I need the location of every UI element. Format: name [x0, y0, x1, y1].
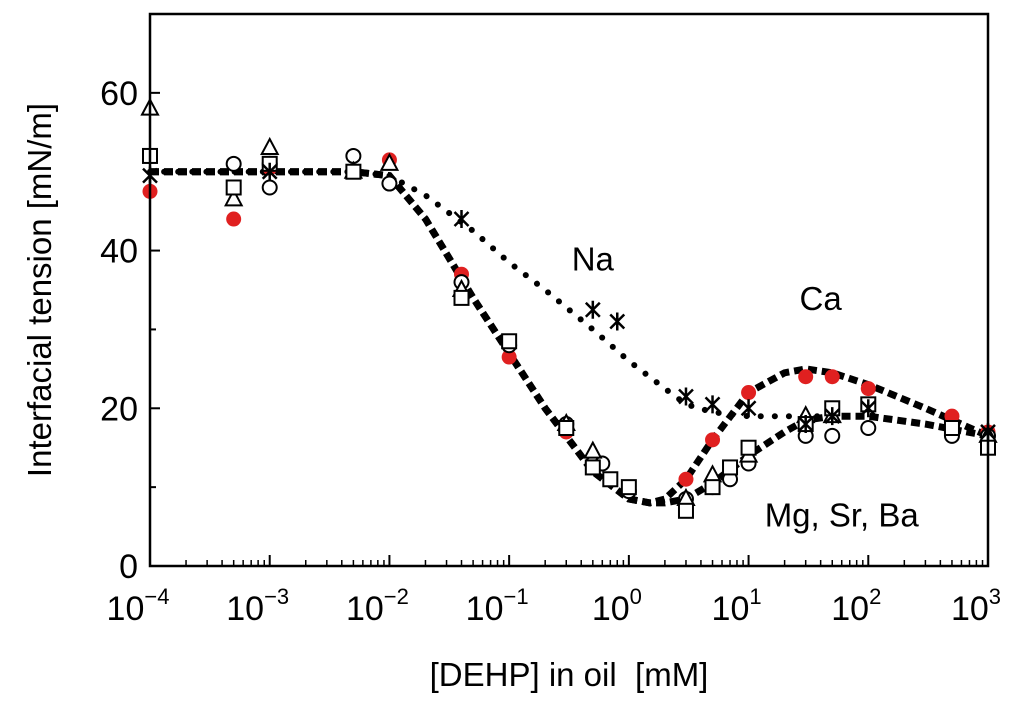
y-tick-label: 40	[100, 233, 138, 271]
annotation-ca: Ca	[800, 280, 843, 317]
open-square-point	[704, 479, 721, 496]
cross-point	[824, 407, 841, 426]
cross-point	[584, 300, 601, 319]
open-triangle-point	[702, 464, 723, 483]
filled-circle-point	[501, 349, 517, 365]
annotation-na: Na	[572, 240, 615, 277]
filled-circle-point	[798, 369, 814, 385]
open-square-point	[620, 479, 637, 496]
open-square-point	[501, 333, 518, 350]
plot-frame	[148, 12, 990, 568]
cross-point	[678, 387, 694, 406]
axis-ticks	[149, 91, 989, 567]
filled-circle-point	[226, 211, 242, 227]
open-circle-point	[824, 427, 841, 444]
trend-curve-mg-sr-ba	[150, 168, 989, 507]
cross-point	[609, 312, 626, 331]
open-square-point	[740, 439, 757, 456]
filled-circle-point	[705, 432, 721, 448]
open-square-point	[677, 502, 694, 519]
cross-point	[740, 399, 757, 418]
y-tick-label: 20	[100, 390, 138, 428]
cross-point	[797, 415, 814, 434]
filled-circle-point	[824, 369, 840, 385]
open-circle-point	[860, 420, 877, 436]
y-axis-title: Interfacial tension [mN/m]	[21, 103, 58, 477]
y-tick-label: 0	[119, 548, 138, 586]
open-circle-point	[225, 155, 242, 172]
open-square-point	[722, 459, 739, 476]
x-tick-label: 10−2	[346, 584, 409, 628]
tick-labels: 0 20 40 60 10−4 10−3 10−2 10−1 100 101 102 103	[100, 75, 1001, 628]
open-square-point	[943, 420, 960, 436]
open-circle-point	[261, 179, 278, 196]
cross-point	[453, 210, 470, 229]
x-tick-label: 100	[592, 584, 642, 628]
x-tick-label: 101	[712, 584, 762, 628]
open-triangle-point	[583, 440, 603, 459]
open-square-point	[453, 289, 470, 306]
open-square-point	[345, 163, 362, 180]
trend-curve-na	[147, 168, 991, 439]
trend-curves	[147, 168, 991, 507]
annotation-mg-sr-ba: Mg, Sr, Ba	[765, 497, 920, 534]
open-triangle-point	[260, 136, 280, 156]
trend-curve-ca	[150, 168, 990, 507]
x-tick-label: 10−3	[226, 584, 289, 628]
x-axis-title: [DEHP] in oil [mM]	[430, 656, 709, 693]
open-square-point	[558, 420, 575, 436]
cross-point	[860, 399, 877, 418]
open-square-point	[584, 459, 601, 476]
open-triangle-point	[379, 152, 400, 171]
filled-circle-point	[944, 408, 960, 424]
filled-circle-point	[678, 471, 694, 487]
data-points	[140, 97, 998, 519]
cross-point	[704, 395, 721, 414]
open-square-point	[602, 471, 619, 488]
filled-circle-point	[741, 385, 757, 401]
x-tick-label: 103	[951, 584, 1001, 628]
x-tick-label: 10−4	[107, 584, 170, 628]
x-tick-label: 10−1	[466, 584, 529, 628]
filled-circle-point	[860, 381, 876, 397]
open-square-point	[225, 179, 242, 196]
annotations: Na Ca Mg, Sr, Ba	[572, 240, 920, 533]
cross-point	[261, 162, 278, 181]
open-triangle-point	[224, 188, 244, 207]
x-tick-label: 102	[831, 584, 881, 628]
y-tick-label: 60	[100, 75, 138, 113]
open-circle-point	[381, 175, 398, 192]
